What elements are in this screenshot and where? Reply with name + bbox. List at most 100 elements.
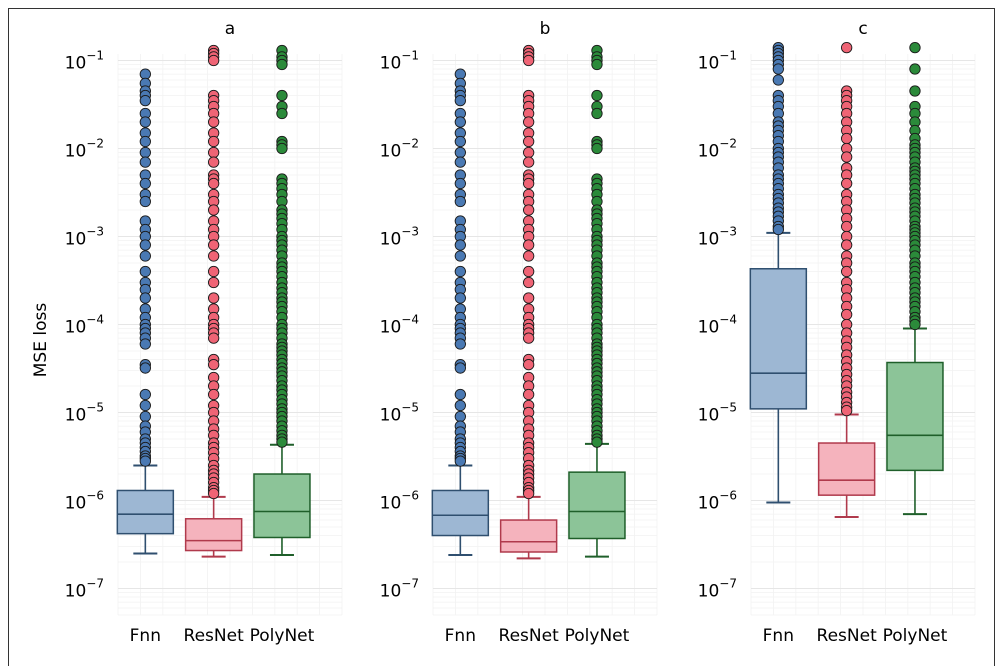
outlier-point — [454, 177, 466, 190]
outlier-point — [139, 399, 151, 412]
y-tick-label: 10−3 — [65, 225, 104, 250]
outlier-point — [207, 204, 220, 216]
box-fnn — [116, 68, 175, 555]
outlier-point — [522, 265, 535, 278]
tick-exponent: −5 — [86, 401, 104, 415]
x-tick-label: PolyNet — [250, 626, 315, 646]
y-tick-label: 10−2 — [698, 136, 737, 161]
tick-base: 10 — [380, 494, 402, 514]
outlier-point — [840, 239, 853, 251]
tick-base: 10 — [65, 406, 87, 426]
tick-exponent: −1 — [719, 48, 737, 62]
plot-area: MSE loss10−710−610−510−410−310−210−1aFnn… — [31, 19, 976, 646]
outlier-point — [909, 318, 921, 331]
y-tick-label: 10−6 — [698, 489, 737, 514]
outlier-point — [139, 239, 151, 251]
y-tick-label: 10−5 — [698, 401, 737, 426]
tick-base: 10 — [380, 141, 402, 161]
outlier-point — [207, 135, 220, 148]
outlier-point — [139, 116, 151, 128]
figure-frame — [8, 8, 995, 666]
iqr-box — [116, 489, 175, 535]
outlier-point — [207, 292, 220, 304]
outlier-point — [276, 142, 288, 155]
y-tick-label: 10−7 — [65, 577, 104, 602]
outlier-point — [276, 107, 288, 120]
tick-exponent: −1 — [86, 48, 104, 62]
tick-exponent: −4 — [719, 313, 737, 327]
outlier-point — [840, 220, 853, 233]
outlier-point — [454, 362, 466, 374]
tick-exponent: −3 — [401, 225, 419, 239]
tick-base: 10 — [698, 406, 720, 426]
outlier-point — [139, 362, 151, 374]
tick-exponent: −5 — [719, 401, 737, 415]
outlier-point — [207, 116, 220, 128]
outlier-point — [591, 142, 603, 155]
outlier-point — [207, 250, 220, 262]
tick-exponent: −2 — [86, 136, 104, 150]
outlier-point — [840, 132, 853, 145]
outlier-point — [909, 63, 921, 75]
outlier-point — [139, 388, 151, 401]
tick-exponent: −2 — [401, 136, 419, 150]
tick-exponent: −6 — [719, 489, 737, 503]
tick-exponent: −4 — [401, 313, 419, 327]
outlier-point — [139, 94, 151, 107]
outlier-point — [139, 250, 151, 262]
y-tick-label: 10−3 — [380, 225, 419, 250]
outlier-point — [276, 58, 288, 71]
outlier-point — [207, 146, 220, 159]
outlier-point — [139, 195, 151, 208]
x-tick-label: Fnn — [130, 626, 161, 646]
outlier-point — [522, 250, 535, 262]
outlier-point — [522, 276, 535, 289]
iqr-box — [886, 361, 944, 472]
outlier-point — [840, 151, 853, 163]
iqr-box — [184, 518, 243, 552]
tick-exponent: −1 — [401, 48, 419, 62]
box-polynet — [568, 44, 626, 558]
panel-title: a — [225, 19, 235, 39]
box-fnn — [431, 68, 490, 557]
tick-exponent: −7 — [401, 577, 419, 591]
outlier-point — [207, 54, 220, 67]
outlier-point — [772, 223, 784, 236]
box-resnet — [499, 44, 558, 560]
outlier-point — [454, 338, 466, 350]
tick-base: 10 — [698, 53, 720, 73]
y-tick-label: 10−4 — [698, 313, 737, 338]
outlier-point — [454, 399, 466, 412]
tick-exponent: −6 — [401, 489, 419, 503]
iqr-box — [817, 442, 876, 496]
x-tick-label: Fnn — [445, 626, 476, 646]
iqr-box — [431, 489, 490, 537]
outlier-point — [522, 116, 535, 128]
y-tick-label: 10−1 — [380, 48, 419, 73]
x-tick-label: ResNet — [499, 626, 560, 646]
outlier-point — [454, 250, 466, 262]
outlier-point — [454, 455, 466, 467]
box-resnet — [184, 44, 243, 558]
tick-exponent: −6 — [86, 489, 104, 503]
outlier-point — [139, 265, 151, 278]
iqr-box — [499, 519, 558, 553]
outlier-point — [139, 338, 151, 350]
y-tick-label: 10−1 — [65, 48, 104, 73]
outlier-point — [207, 239, 220, 251]
outlier-point — [454, 94, 466, 107]
outlier-point — [909, 85, 921, 97]
outlier-point — [591, 436, 603, 448]
outlier-point — [139, 156, 151, 168]
outlier-point — [139, 177, 151, 190]
outlier-point — [207, 177, 220, 190]
outlier-point — [840, 308, 853, 321]
outlier-point — [591, 89, 603, 102]
box-polynet — [253, 44, 311, 557]
outlier-point — [909, 41, 921, 54]
tick-exponent: −7 — [86, 577, 104, 591]
outlier-point — [522, 388, 535, 401]
outlier-point — [522, 332, 535, 344]
